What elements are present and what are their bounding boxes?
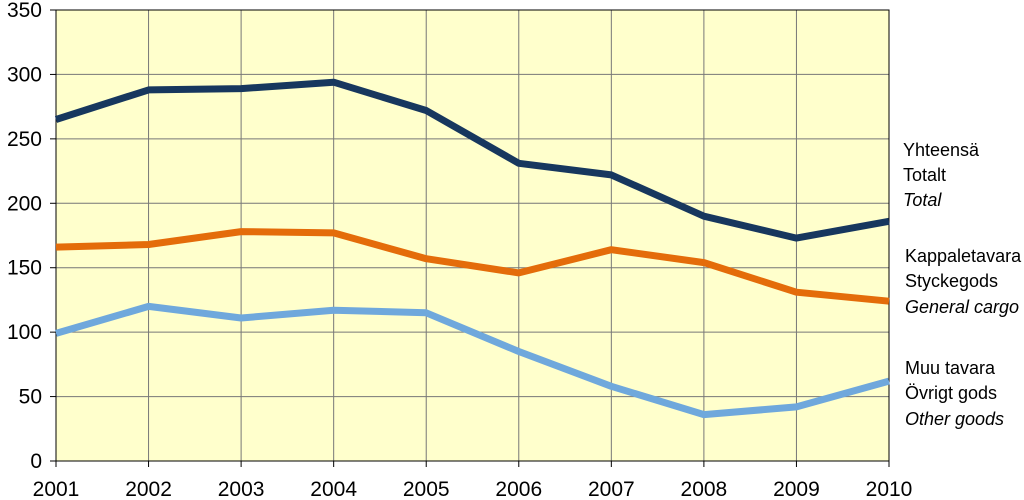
x-tick-label: 2007 (588, 478, 635, 500)
y-tick-label: 350 (7, 0, 42, 22)
plot-frame (55, 9, 890, 462)
legend-total-sv: Totalt (903, 165, 946, 185)
y-tick-label: 50 (19, 386, 42, 409)
x-tick-label: 2004 (310, 478, 357, 500)
series-line-other (55, 302, 890, 419)
x-axis-ticks: 2001 2002 2003 2004 2005 2006 2007 2008 2009 2010 (33, 461, 913, 500)
series-line-general (55, 228, 890, 305)
legend-total-en: Total (903, 190, 942, 210)
y-axis-ticks: 0 50 100 150 200 250 300 350 (7, 0, 56, 473)
x-tick-label: 2008 (681, 478, 728, 500)
x-tick-label: 2005 (403, 478, 450, 500)
y-tick-label: 0 (30, 450, 42, 473)
y-tick-label: 200 (7, 192, 42, 215)
y-tick-label: 150 (7, 257, 42, 280)
x-tick-label: 2001 (33, 478, 80, 500)
legend-general-fi: Kappaletavara (905, 246, 1022, 266)
legend-general-en: General cargo (905, 297, 1019, 317)
series-line-total (54, 78, 890, 242)
x-tick-label: 2003 (218, 478, 265, 500)
y-tick-label: 100 (7, 321, 42, 344)
legend-other-fi: Muu tavara (905, 358, 996, 378)
legend-other-sv: Övrigt gods (905, 383, 997, 403)
x-tick-label: 2002 (125, 478, 172, 500)
legend-total-fi: Yhteensä (903, 140, 980, 160)
x-tick-label: 2009 (773, 478, 820, 500)
y-tick-label: 250 (7, 128, 42, 151)
legend-general-sv: Styckegods (905, 271, 998, 291)
legend-other-en: Other goods (905, 409, 1004, 429)
x-tick-label: 2006 (495, 478, 542, 500)
series-layer (54, 78, 890, 419)
y-tick-label: 300 (7, 63, 42, 86)
plot-area (56, 10, 889, 461)
x-tick-label: 2010 (866, 478, 913, 500)
